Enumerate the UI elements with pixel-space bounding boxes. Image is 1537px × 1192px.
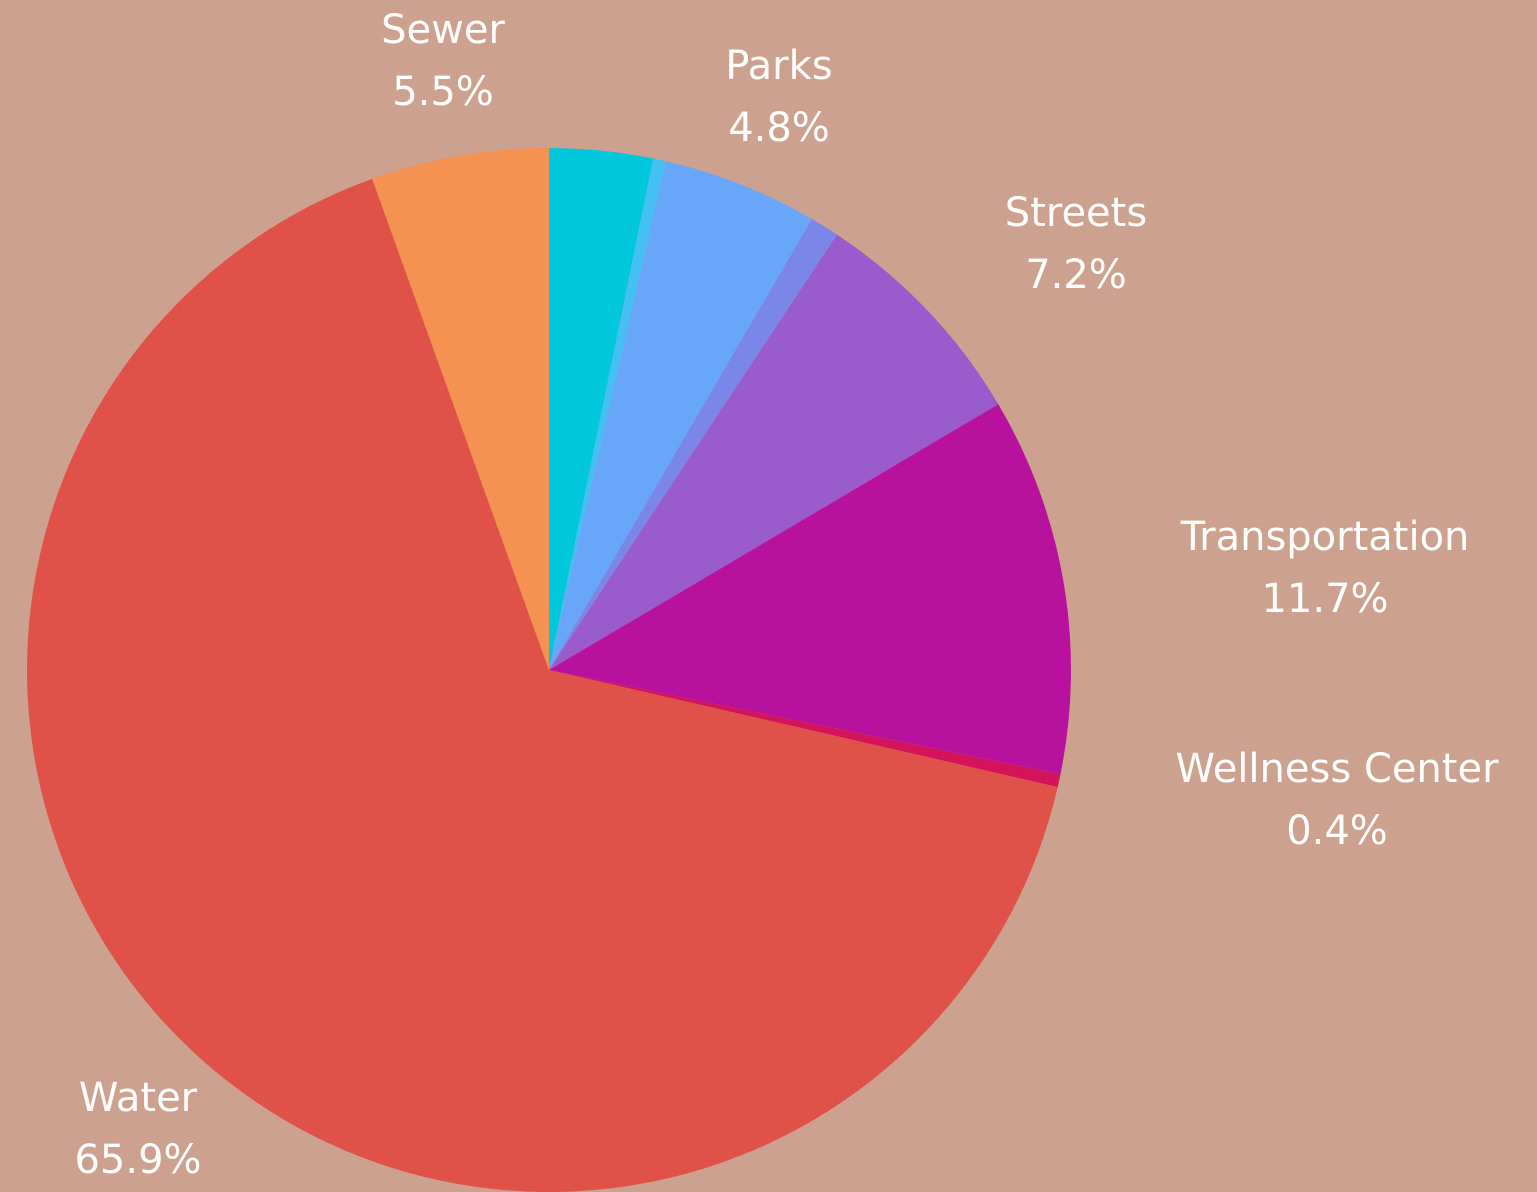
slice-value-label: 4.8% [728,105,830,151]
pie-slice [27,178,1058,1192]
slice-label: Sewer [381,7,505,53]
pie-slice [549,234,999,670]
slice-label: Transportation [1180,514,1470,560]
slice-value-label: 11.7% [1261,576,1388,622]
slice-label: Parks [725,43,832,89]
slice-label: Streets [1005,190,1147,236]
slice-value-label: 5.5% [392,69,494,115]
pie-slice [549,158,667,670]
slice-value-label: 7.2% [1025,252,1127,298]
pie-slice [372,148,549,670]
pie-slice [549,148,654,670]
pie-slice [549,404,1071,775]
slice-label: Wellness Center [1175,746,1499,792]
pie-slice [549,219,837,670]
slice-label: Water [79,1075,198,1121]
pie-slice [549,670,1061,788]
pie-slice [549,161,812,670]
slice-value-label: 65.9% [74,1137,201,1183]
slice-value-label: 0.4% [1286,808,1388,854]
